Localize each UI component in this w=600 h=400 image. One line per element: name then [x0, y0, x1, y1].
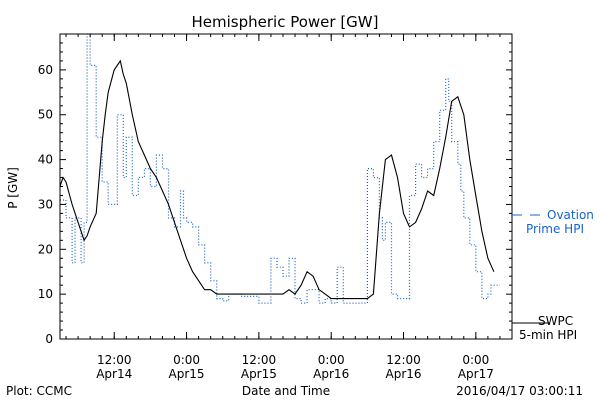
series-ovation-prime-hpi	[60, 33, 500, 304]
y-tick-label-30: 30	[38, 197, 53, 211]
axes-layer: 010203040506012:00Apr140:00Apr1512:00Apr…	[38, 33, 513, 381]
x-tick-date-2: Apr15	[241, 367, 277, 381]
y-tick-label-40: 40	[38, 153, 53, 167]
y-tick-label-0: 0	[45, 332, 53, 346]
x-tick-date-3: Apr16	[313, 367, 349, 381]
y-tick-label-20: 20	[38, 242, 53, 256]
legend-swpc-label-line2: 5-min HPI	[519, 328, 577, 342]
x-tick-time-3: 0:00	[318, 353, 345, 367]
series-layer	[59, 33, 500, 304]
legend-ovation-label-line2: Prime HPI	[526, 222, 584, 236]
y-tick-label-50: 50	[38, 108, 53, 122]
y-tick-label-60: 60	[38, 63, 53, 77]
x-tick-time-2: 12:00	[242, 353, 277, 367]
x-axis-label: Date and Time	[242, 384, 330, 398]
series-swpc-5min-hpi	[59, 59, 495, 300]
y-axis-label: P [GW]	[6, 167, 20, 209]
legend-swpc-label-line1: SWPC	[538, 314, 573, 328]
x-tick-time-4: 12:00	[386, 353, 421, 367]
legend-ovation-label-line1: Ovation	[547, 208, 594, 222]
x-tick-date-0: Apr14	[96, 367, 132, 381]
footer-plot-credit: Plot: CCMC	[6, 384, 72, 398]
chart-title: Hemispheric Power [GW]	[192, 13, 379, 31]
x-tick-date-1: Apr15	[169, 367, 205, 381]
x-tick-date-5: Apr17	[458, 367, 494, 381]
x-tick-time-0: 12:00	[97, 353, 132, 367]
x-tick-time-1: 0:00	[173, 353, 200, 367]
legend: Ovation Prime HPI SWPC 5-min HPI	[512, 208, 594, 342]
x-tick-date-4: Apr16	[386, 367, 422, 381]
y-tick-label-10: 10	[38, 287, 53, 301]
x-tick-time-5: 0:00	[462, 353, 489, 367]
footer-timestamp: 2016/04/17 03:00:11	[456, 384, 583, 398]
